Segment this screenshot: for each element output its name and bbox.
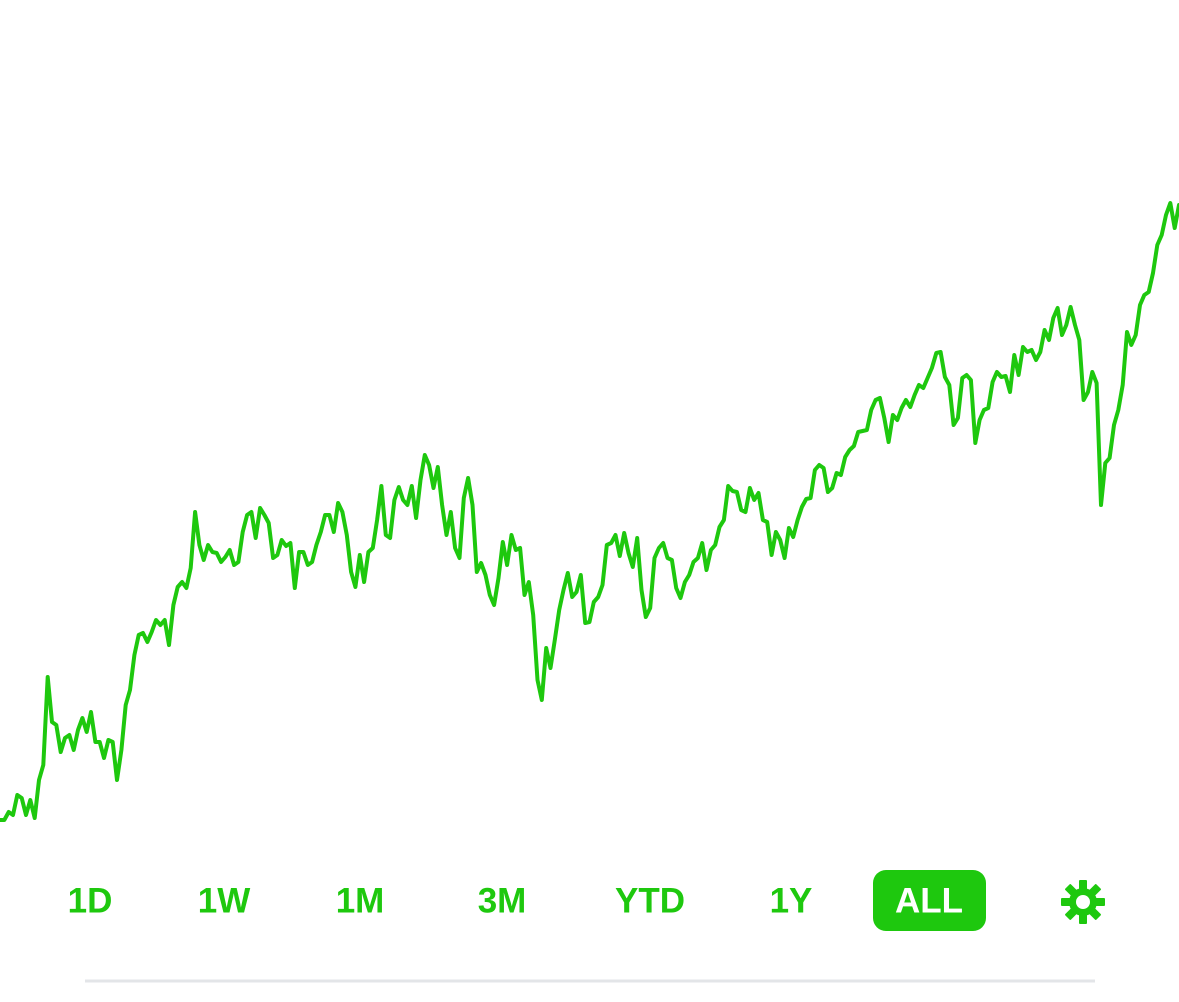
range-label: 1W <box>198 881 251 920</box>
settings-button[interactable] <box>1061 880 1105 924</box>
price-line <box>0 201 1179 822</box>
range-label: 1D <box>68 881 113 920</box>
range-label: 1M <box>336 881 385 920</box>
price-chart <box>0 201 1179 822</box>
range-label: 3M <box>478 881 527 920</box>
range-label: ALL <box>895 881 963 920</box>
range-button[interactable]: 1W <box>198 881 251 920</box>
range-label: 1Y <box>770 881 813 920</box>
range-button[interactable]: 1M <box>336 881 385 920</box>
range-button[interactable]: YTD <box>615 881 685 920</box>
range-button[interactable]: ALL <box>873 870 986 931</box>
range-selector: 1D 1W 1M 3M YTD 1Y ALL <box>68 870 986 931</box>
gear-hole <box>1076 895 1090 909</box>
active-pill <box>873 870 986 931</box>
range-button[interactable]: 3M <box>478 881 527 920</box>
range-button[interactable]: 1Y <box>770 881 813 920</box>
range-label: YTD <box>615 881 685 920</box>
range-button[interactable]: 1D <box>68 881 113 920</box>
